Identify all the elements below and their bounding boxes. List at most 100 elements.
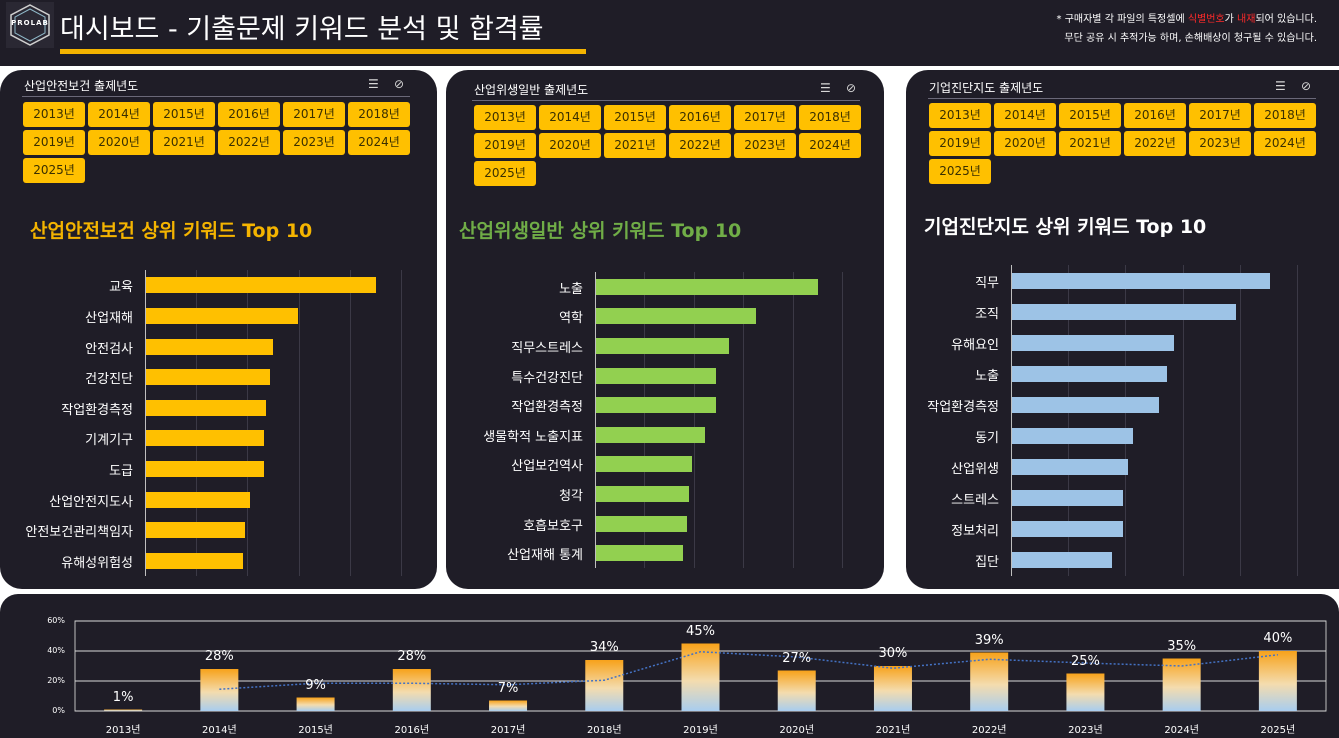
year-button[interactable]: 2019년 bbox=[929, 131, 991, 156]
gridline bbox=[644, 272, 646, 568]
pass-rate-label: 7% bbox=[497, 680, 519, 696]
pass-rate-bar bbox=[777, 670, 816, 711]
year-button[interactable]: 2015년 bbox=[604, 105, 666, 130]
year-button[interactable]: 2025년 bbox=[929, 159, 991, 184]
year-button[interactable]: 2022년 bbox=[669, 133, 731, 158]
year-button[interactable]: 2015년 bbox=[1059, 103, 1121, 128]
year-button[interactable]: 2021년 bbox=[1059, 131, 1121, 156]
year-button[interactable]: 2019년 bbox=[23, 130, 85, 155]
header-bar: PROLAB 대시보드 - 기출문제 키워드 분석 및 합격률 * 구매자별 각… bbox=[0, 0, 1339, 66]
x-axis-label: 2013년 bbox=[105, 725, 141, 736]
keyword-bar bbox=[146, 369, 271, 386]
keyword-label: 생물학적 노출지표 bbox=[483, 429, 583, 445]
panel-corporate-diagnosis: 기업진단지도 출제년도 ☰ ⊘ 2013년 2014년 2015년 2016년 2017… bbox=[906, 70, 1339, 589]
keyword-label: 작업환경측정 bbox=[927, 399, 999, 415]
keyword-bar bbox=[1012, 303, 1237, 320]
gridline bbox=[842, 272, 844, 568]
keyword-bar bbox=[1012, 521, 1123, 538]
year-button[interactable]: 2025년 bbox=[23, 158, 85, 183]
keyword-bar bbox=[1012, 459, 1128, 476]
multi-select-icon[interactable]: ☰ bbox=[1275, 79, 1286, 93]
pass-rate-label: 27% bbox=[782, 650, 812, 666]
year-button[interactable]: 2017년 bbox=[1189, 103, 1251, 128]
keyword-bar bbox=[1012, 552, 1113, 569]
keyword-label: 정보처리 bbox=[951, 524, 999, 540]
pass-rate-label: 39% bbox=[974, 632, 1004, 648]
keyword-bar bbox=[146, 491, 250, 508]
keyword-bar bbox=[596, 456, 692, 473]
year-button[interactable]: 2022년 bbox=[218, 130, 280, 155]
x-axis-label: 2015년 bbox=[298, 725, 333, 736]
year-button[interactable]: 2023년 bbox=[734, 133, 796, 158]
year-button[interactable]: 2016년 bbox=[669, 105, 731, 130]
pass-rate-bar bbox=[1258, 651, 1297, 711]
year-button[interactable]: 2025년 bbox=[474, 161, 536, 186]
year-button[interactable]: 2020년 bbox=[539, 133, 601, 158]
gridline bbox=[792, 272, 794, 568]
year-button[interactable]: 2016년 bbox=[218, 102, 280, 127]
keyword-bar bbox=[146, 399, 266, 416]
keyword-label: 건강진단 bbox=[85, 372, 133, 388]
year-button[interactable]: 2013년 bbox=[23, 102, 85, 127]
clear-filter-icon[interactable]: ⊘ bbox=[846, 81, 857, 95]
y-tick-label: 60% bbox=[47, 616, 65, 625]
year-button[interactable]: 2023년 bbox=[1189, 131, 1251, 156]
year-button[interactable]: 2013년 bbox=[929, 103, 991, 128]
clear-filter-icon[interactable]: ⊘ bbox=[1301, 79, 1312, 93]
keyword-bar bbox=[596, 308, 757, 325]
year-button[interactable]: 2024년 bbox=[1254, 131, 1316, 156]
pass-rate-label: 9% bbox=[305, 677, 326, 693]
title-underline bbox=[60, 49, 586, 54]
gridline bbox=[349, 270, 351, 576]
year-button[interactable]: 2014년 bbox=[88, 102, 150, 127]
year-button[interactable]: 2014년 bbox=[539, 105, 601, 130]
year-button[interactable]: 2021년 bbox=[153, 130, 215, 155]
year-button[interactable]: 2013년 bbox=[474, 105, 536, 130]
keyword-bar bbox=[596, 515, 688, 532]
year-button[interactable]: 2016년 bbox=[1124, 103, 1186, 128]
pass-rate-bar bbox=[585, 660, 624, 711]
year-button[interactable]: 2014년 bbox=[994, 103, 1056, 128]
x-axis-label: 2024년 bbox=[1164, 725, 1199, 736]
year-button[interactable]: 2017년 bbox=[734, 105, 796, 130]
year-button[interactable]: 2023년 bbox=[283, 130, 345, 155]
year-button[interactable]: 2018년 bbox=[799, 105, 861, 130]
multi-select-icon[interactable]: ☰ bbox=[820, 81, 831, 95]
year-button[interactable]: 2015년 bbox=[153, 102, 215, 127]
year-button[interactable]: 2020년 bbox=[994, 131, 1056, 156]
keyword-label: 청각 bbox=[559, 489, 583, 504]
pass-rate-label: 30% bbox=[878, 646, 908, 661]
pass-rate-bar bbox=[681, 643, 720, 711]
year-button[interactable]: 2020년 bbox=[88, 130, 150, 155]
keyword-bar bbox=[596, 278, 819, 295]
year-button[interactable]: 2018년 bbox=[348, 102, 410, 127]
multi-select-icon[interactable]: ☰ bbox=[368, 77, 379, 91]
keyword-bar bbox=[596, 367, 717, 384]
keyword-label: 집단 bbox=[975, 555, 999, 571]
year-button[interactable]: 2018년 bbox=[1254, 103, 1316, 128]
keyword-bar bbox=[1012, 490, 1123, 507]
year-button[interactable]: 2022년 bbox=[1124, 131, 1186, 156]
gridline bbox=[247, 270, 249, 576]
keyword-label: 도급 bbox=[109, 463, 133, 479]
keyword-bar-chart: 직무 조직 유해요인 노출 작업환경측정 동기 산업위생 스트레스 정보처리 집단 bbox=[927, 265, 1333, 576]
clear-filter-icon[interactable]: ⊘ bbox=[394, 77, 405, 91]
x-axis-label: 2023년 bbox=[1068, 725, 1103, 736]
year-button[interactable]: 2024년 bbox=[348, 130, 410, 155]
gridline bbox=[1125, 265, 1127, 576]
year-button[interactable]: 2021년 bbox=[604, 133, 666, 158]
pass-rate-label: 45% bbox=[686, 623, 715, 639]
keyword-label: 역학 bbox=[559, 311, 583, 327]
keyword-label: 직무 bbox=[975, 275, 999, 291]
copyright-notice: * 구매자별 각 파일의 특정셀에 식별번호가 내재되어 있습니다. 무단 공유… bbox=[1056, 14, 1317, 44]
keyword-bar bbox=[146, 430, 264, 447]
y-tick-label: 40% bbox=[47, 646, 65, 655]
year-button[interactable]: 2019년 bbox=[474, 133, 536, 158]
keyword-bar bbox=[146, 307, 299, 324]
year-button[interactable]: 2017년 bbox=[283, 102, 345, 127]
pass-rate-bar bbox=[200, 669, 239, 711]
keyword-label: 노출 bbox=[975, 368, 999, 384]
x-axis-label: 2020년 bbox=[779, 725, 815, 736]
year-button[interactable]: 2024년 bbox=[799, 133, 861, 158]
moving-average-trendline bbox=[219, 650, 1278, 690]
